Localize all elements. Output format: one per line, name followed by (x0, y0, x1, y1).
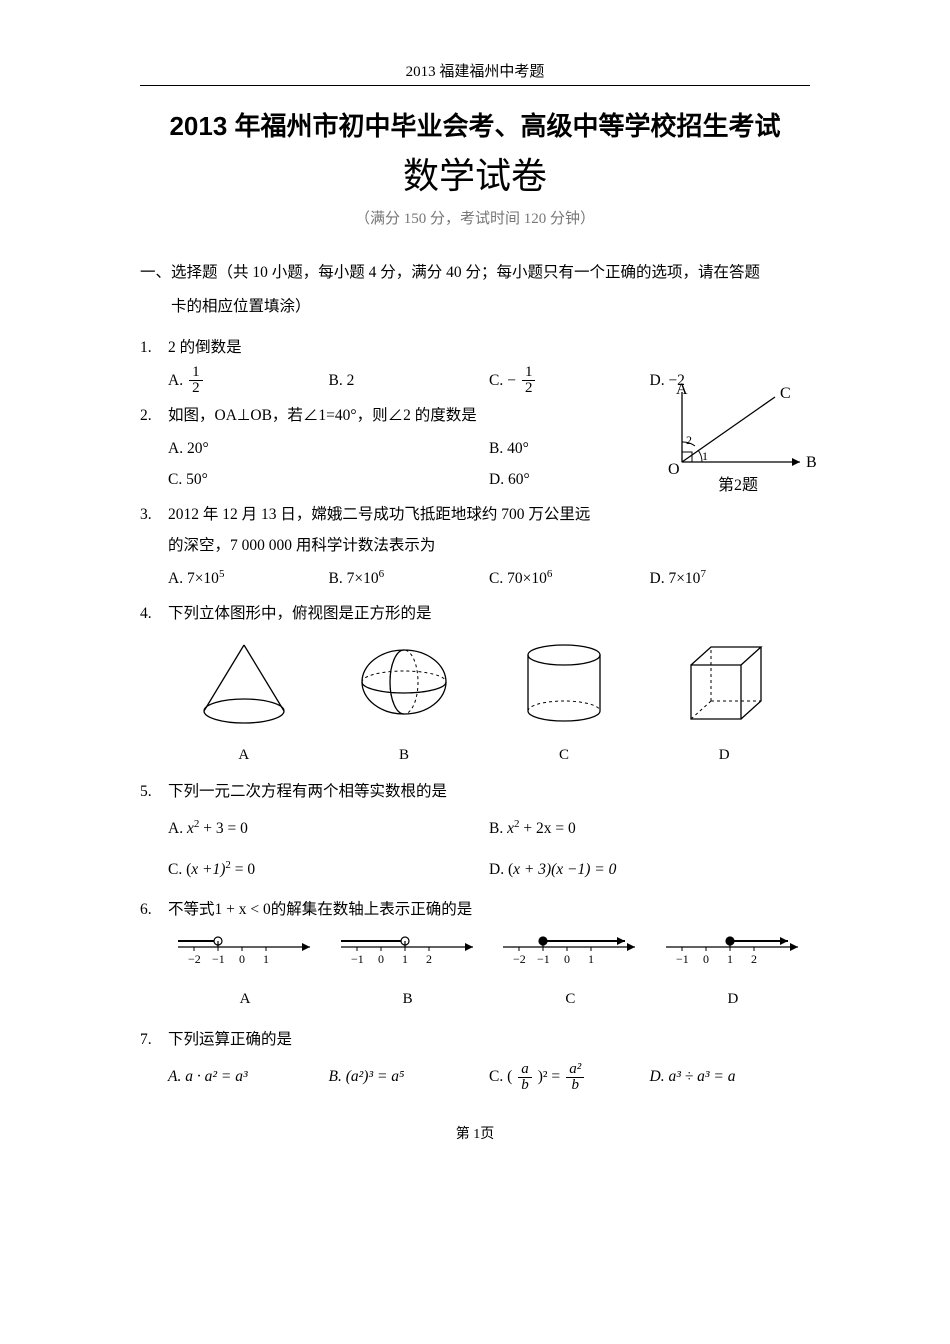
question-3: 3. 2012 年 12 月 13 日，嫦娥二号成功飞抵距地球约 700 万公里… (140, 499, 810, 594)
q2-figure: A C B O 1 2 第2题 (660, 382, 820, 502)
q3-opt-c: C. 70×106 (489, 563, 650, 594)
question-4: 4. 下列立体图形中，俯视图是正方形的是 A (140, 598, 810, 772)
section-1-heading-b: 卡的相应位置填涂） (140, 298, 311, 315)
q3-stem-a: 2012 年 12 月 13 日，嫦娥二号成功飞抵距地球约 700 万公里远 (168, 499, 810, 530)
svg-text:−1: −1 (351, 952, 364, 966)
q3-opt-b: B. 7×106 (329, 563, 490, 594)
q6-number: 6. (140, 894, 168, 925)
q3-stem-b: 的深空，7 000 000 用科学计数法表示为 (168, 530, 810, 561)
header-rule (140, 85, 810, 86)
svg-text:2: 2 (751, 952, 757, 966)
q1-opt-a: A. 1 2 (168, 365, 329, 396)
question-7: 7. 下列运算正确的是 A. a · a² = a³ B. (a²)³ = a⁵… (140, 1024, 810, 1097)
q5-opt-d: D. (x + 3)(x −1) = 0 (489, 850, 810, 890)
q2-opt-a: A. 20° (168, 433, 489, 464)
q6-opt-a: −2 −1 0 1 A (168, 931, 322, 1014)
q1-opt-c: C. − 1 2 (489, 365, 650, 396)
svg-text:1: 1 (402, 952, 408, 966)
q5-number: 5. (140, 776, 168, 807)
q4-shape-b: B (328, 637, 480, 770)
svg-text:B: B (806, 454, 817, 471)
running-header: 2013 福建福州中考题 (140, 60, 810, 81)
q5-stem: 下列一元二次方程有两个相等实数根的是 (168, 776, 810, 807)
svg-text:O: O (668, 461, 680, 478)
exam-title-1: 2013 年福州市初中毕业会考、高级中等学校招生考试 (140, 106, 810, 143)
q7-opt-d: D. a³ ÷ a³ = a (650, 1057, 811, 1097)
q1-stem: 2 的倒数是 (168, 332, 810, 363)
svg-text:0: 0 (703, 952, 709, 966)
q2-number: 2. (140, 400, 168, 431)
svg-text:0: 0 (564, 952, 570, 966)
q5-opt-b: B. x2 + 2x = 0 (489, 809, 810, 849)
svg-text:2: 2 (686, 433, 692, 447)
fraction-icon: 1 2 (522, 365, 536, 396)
exam-title-2: 数学试卷 (140, 147, 810, 199)
q4-stem: 下列立体图形中，俯视图是正方形的是 (168, 598, 810, 629)
q1-opt-b: B. 2 (329, 365, 490, 396)
svg-text:1: 1 (702, 449, 708, 463)
q5-opt-a: A. x2 + 3 = 0 (168, 809, 489, 849)
q6-opt-c: −2 −1 0 1 C (493, 931, 647, 1014)
svg-text:第2题: 第2题 (718, 476, 758, 494)
q4-number: 4. (140, 598, 168, 629)
svg-text:0: 0 (239, 952, 245, 966)
q7-stem: 下列运算正确的是 (168, 1024, 810, 1055)
svg-text:1: 1 (727, 952, 733, 966)
q5-opt-c: C. (x +1)2 = 0 (168, 850, 489, 890)
q1-opt-a-label: A. (168, 365, 183, 396)
q2-opt-c: C. 50° (168, 464, 489, 495)
section-1-heading-a: 一、选择题（共 10 小题，每小题 4 分，满分 40 分；每小题只有一个正确的… (140, 264, 760, 281)
q3-opt-d: D. 7×107 (650, 563, 811, 594)
svg-text:1: 1 (263, 952, 269, 966)
question-5: 5. 下列一元二次方程有两个相等实数根的是 A. x2 + 3 = 0 B. x… (140, 776, 810, 890)
svg-text:1: 1 (588, 952, 594, 966)
svg-text:−2: −2 (188, 952, 201, 966)
page-number: 第 1页 (140, 1123, 810, 1143)
svg-text:A: A (676, 382, 688, 398)
svg-text:2: 2 (426, 952, 432, 966)
q4-shape-d: D (648, 637, 800, 770)
svg-text:−1: −1 (212, 952, 225, 966)
q7-opt-c: C. ( a b )² = a² b (489, 1057, 650, 1097)
svg-text:C: C (780, 385, 791, 402)
q7-opt-b: B. (a²)³ = a⁵ (329, 1057, 490, 1097)
q4-shape-a: A (168, 637, 320, 770)
fraction-icon: a b (518, 1062, 532, 1093)
question-6: 6. 不等式1 + x < 0的解集在数轴上表示正确的是 −2 −1 (140, 894, 810, 1020)
q7-opt-a: A. a · a² = a³ (168, 1057, 329, 1097)
svg-text:−2: −2 (513, 952, 526, 966)
q6-opt-d: −1 0 1 2 D (656, 931, 810, 1014)
q4-shape-c: C (488, 637, 640, 770)
q7-number: 7. (140, 1024, 168, 1055)
q3-number: 3. (140, 499, 168, 530)
fraction-icon: 1 2 (189, 365, 203, 396)
svg-text:−1: −1 (537, 952, 550, 966)
q3-opt-a: A. 7×105 (168, 563, 329, 594)
q6-stem: 不等式1 + x < 0的解集在数轴上表示正确的是 (168, 894, 810, 925)
q6-opt-b: −1 0 1 2 B (331, 931, 485, 1014)
fraction-icon: a² b (566, 1062, 584, 1093)
svg-text:−1: −1 (676, 952, 689, 966)
svg-text:0: 0 (378, 952, 384, 966)
exam-subtitle: （满分 150 分，考试时间 120 分钟） (140, 207, 810, 228)
section-1-heading: 一、选择题（共 10 小题，每小题 4 分，满分 40 分；每小题只有一个正确的… (140, 256, 810, 324)
q1-number: 1. (140, 332, 168, 363)
